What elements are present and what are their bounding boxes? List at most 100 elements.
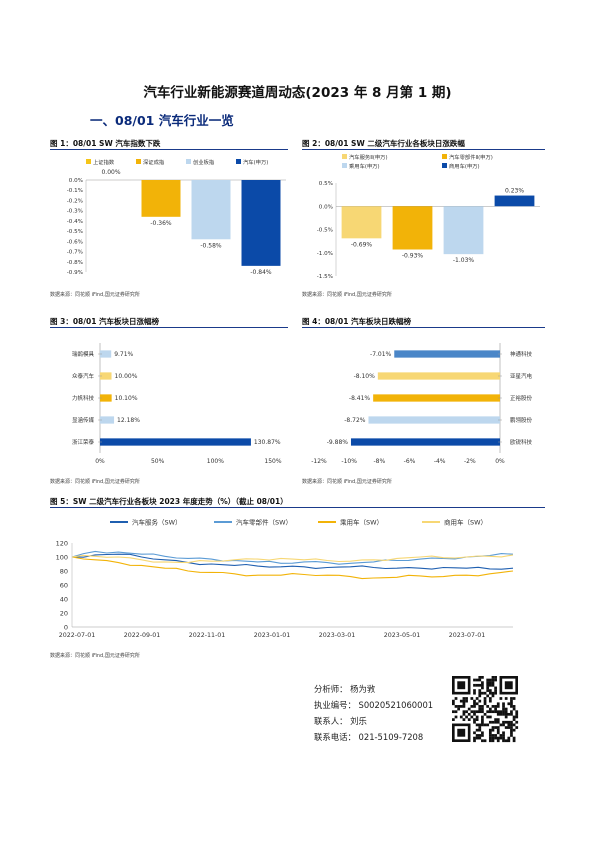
qr-module [486, 689, 490, 692]
qr-module [510, 699, 513, 703]
fig4-chart: 神通科技 -7.01% 亚星汽电 -8.10% 正裕股份 -8.41% 鹏翎股份 -8.72%… [311, 343, 533, 465]
qr-module [488, 739, 492, 743]
category-label: 显涵传媒 [72, 416, 95, 424]
data-label: -0.84% [250, 269, 272, 276]
qr-module [481, 715, 484, 719]
qr-module [494, 691, 497, 695]
data-label: -0.58% [200, 242, 222, 249]
qr-module [475, 736, 479, 740]
legend-swatch [342, 163, 347, 168]
qr-module [465, 710, 468, 714]
bar [100, 416, 115, 424]
qr-module [491, 705, 495, 708]
qr-module [494, 705, 497, 708]
qr-module [467, 712, 471, 716]
qr-module [507, 739, 511, 743]
qr-module [499, 734, 503, 737]
data-label: -1.03% [453, 257, 475, 264]
y-tick-label: 60 [60, 582, 68, 590]
qr-module [494, 678, 497, 682]
y-tick-label: -0.8% [67, 260, 83, 266]
y-tick-label: -1.5% [317, 274, 333, 280]
qr-module [504, 707, 508, 711]
qr-module [515, 715, 519, 719]
x-tick-label: 50% [151, 458, 165, 465]
data-label: 10.00% [115, 373, 138, 380]
qr-module [486, 683, 490, 687]
qr-module [475, 734, 479, 737]
y-tick-label: 0.5% [319, 181, 333, 187]
qr-module [494, 736, 497, 740]
y-tick-label: 80 [60, 568, 68, 576]
qr-module [486, 678, 490, 682]
y-tick-label: -0.6% [67, 239, 83, 245]
qr-module [462, 710, 466, 714]
data-label: -8.41% [349, 395, 371, 402]
qr-module [502, 734, 505, 737]
qr-module [470, 715, 474, 719]
legend-label: 汽车服务Ⅱ(申万) [349, 153, 388, 161]
qr-module [510, 705, 513, 708]
x-tick-label: 2022-07-01 [59, 632, 96, 639]
qr-module [475, 683, 479, 687]
fig3-chart: 瑞鹄模具 9.71% 众泰汽车 10.00% 力帆科技 10.10% 显涵传媒 12.18% 浙… [72, 343, 282, 465]
qr-module [473, 678, 476, 682]
qr-module [478, 710, 482, 714]
qr-module [488, 715, 492, 719]
qr-module [483, 697, 487, 700]
fig3-title: 图 3：08/01 汽车板块日涨幅榜 [50, 317, 160, 326]
qr-module [488, 731, 492, 735]
fig5-chart: 汽车服务（SW） 汽车零部件（SW） 乘用车（SW） 商用车（SW） 0 20 40 60 80… [56, 518, 514, 639]
fig5-source: 数据来源：同花顺 iFind,国元证券研究所 [50, 653, 140, 659]
qr-module [475, 715, 479, 719]
qr-module [504, 697, 508, 700]
qr-module [454, 697, 458, 700]
qr-module [496, 712, 500, 716]
qr-module [510, 726, 513, 729]
fig5-title: 图 5：SW 二级汽车行业各板块 2023 年度走势（%）（截止 08/01） [50, 497, 288, 506]
qr-module [473, 699, 476, 703]
qr-module [491, 739, 495, 743]
y-tick-label: 0.0% [319, 204, 333, 210]
bar [368, 416, 500, 424]
qr-module [486, 705, 490, 708]
qr-module [478, 691, 482, 695]
qr-module [512, 739, 516, 743]
data-label: 130.87% [254, 439, 281, 446]
y-tick-label: -0.4% [67, 219, 83, 225]
qr-module [488, 720, 492, 724]
qr-module [504, 715, 508, 719]
analyst-phone: 联系电话： 021-5109-7208 [314, 732, 424, 742]
qr-module [494, 718, 497, 721]
x-tick-label: 0% [95, 458, 105, 465]
bar [341, 206, 382, 239]
qr-module [475, 718, 479, 721]
qr-module [504, 710, 508, 714]
qr-module [473, 705, 476, 708]
qr-finder-core [457, 681, 466, 690]
data-label: -0.93% [402, 252, 424, 259]
legend-label: 汽车零部件（SW） [236, 518, 292, 527]
qr-module [507, 723, 511, 727]
qr-module [470, 705, 474, 708]
data-label: -0.69% [351, 241, 373, 248]
qr-module [491, 694, 495, 698]
qr-module [486, 694, 490, 698]
qr-module [473, 739, 476, 743]
qr-module [491, 720, 495, 724]
qr-module [488, 683, 492, 687]
qr-module [483, 699, 487, 703]
qr-module [467, 707, 471, 711]
qr-module [494, 734, 497, 737]
qr-module [494, 707, 497, 711]
x-tick-label: 100% [207, 458, 224, 465]
qr-module [475, 678, 479, 682]
qr-module [499, 697, 503, 700]
x-tick-label: 2023-03-01 [319, 632, 356, 639]
data-label: -7.01% [370, 351, 392, 358]
x-tick-label: 150% [264, 458, 281, 465]
qr-module [510, 702, 513, 706]
qr-module [504, 720, 508, 724]
qr-module [481, 718, 484, 721]
data-label: -0.36% [150, 220, 172, 227]
